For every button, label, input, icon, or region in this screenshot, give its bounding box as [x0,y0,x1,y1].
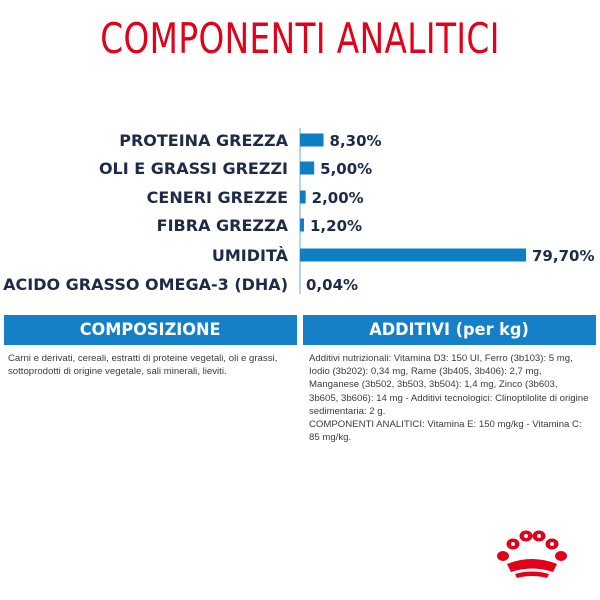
category-label: ACIDO GRASSO OMEGA-3 (DHA) [3,275,288,294]
bar [300,218,304,232]
additivi-heading: ADDITIVI (per kg) [303,315,596,345]
page-title: COMPONENTI ANALITICI [100,14,500,63]
additivi-text: Additivi nutrizionali: Vitamina D3: 150 … [303,345,595,479]
value-label: 2,00% [312,189,364,207]
category-label: PROTEINA GREZZA [119,131,288,150]
category-label: UMIDITÀ [212,246,289,265]
value-label: 8,30% [330,132,382,150]
bar [300,190,306,204]
category-label: OLI E GRASSI GREZZI [99,159,288,178]
bar [300,161,315,175]
composizione-text: Carni e derivati, cereali, estratti di p… [4,345,297,459]
value-label: 79,70% [532,247,594,265]
value-label: 5,00% [320,160,372,178]
value-label: 1,20% [310,217,362,235]
royal-crown-logo [497,530,567,578]
value-label: 0,04% [306,276,358,294]
category-label: CENERI GREZZE [147,188,288,207]
bar [300,133,324,147]
nutrient-bar-chart: PROTEINA GREZZA 8,30% OLI E GRASSI GREZZI 5… [3,128,594,294]
composizione-heading: COMPOSIZIONE [4,315,297,345]
bar [300,248,526,262]
category-label: FIBRA GREZZA [157,216,289,235]
